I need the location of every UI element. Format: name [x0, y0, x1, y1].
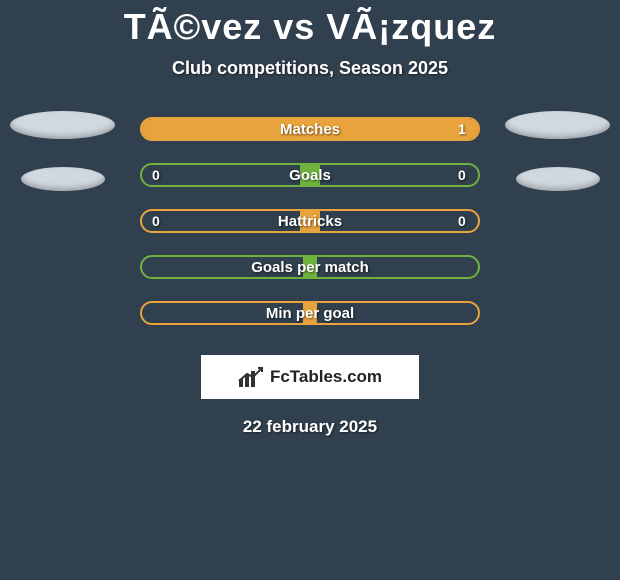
stat-bars: Matches 1 0 Goals 0 0 Hattricks 0 Goals per matc… [140, 117, 480, 325]
stat-label: Matches [280, 121, 340, 138]
stat-label: Goals per match [251, 259, 369, 276]
stat-bar: Min per goal [140, 301, 480, 325]
chart-icon [238, 367, 264, 387]
stat-right-value: 0 [458, 167, 468, 183]
stat-label: Min per goal [266, 305, 354, 322]
player-body-icon [516, 167, 600, 191]
left-player-silhouettes [10, 111, 115, 191]
player-head-icon [10, 111, 115, 139]
stat-left-value: 0 [152, 213, 162, 229]
logo-text: FcTables.com [270, 367, 382, 387]
stat-right-value: 0 [458, 213, 468, 229]
page-subtitle: Club competitions, Season 2025 [172, 58, 448, 79]
date-label: 22 february 2025 [243, 417, 377, 437]
logo-box[interactable]: FcTables.com [201, 355, 419, 399]
stat-label: Goals [289, 167, 331, 184]
stats-area: Matches 1 0 Goals 0 0 Hattricks 0 Goals per matc… [0, 117, 620, 325]
page-title: TÃ©vez vs VÃ¡zquez [124, 6, 497, 48]
stat-right-value: 1 [458, 121, 468, 137]
stat-bar: Goals per match [140, 255, 480, 279]
player-head-icon [505, 111, 610, 139]
stat-bar: 0 Goals 0 [140, 163, 480, 187]
player-body-icon [21, 167, 105, 191]
right-player-silhouettes [505, 111, 610, 191]
comparison-card: TÃ©vez vs VÃ¡zquez Club competitions, Se… [0, 0, 620, 437]
stat-left-value: 0 [152, 167, 162, 183]
stat-bar: Matches 1 [140, 117, 480, 141]
stat-label: Hattricks [278, 213, 342, 230]
stat-bar: 0 Hattricks 0 [140, 209, 480, 233]
